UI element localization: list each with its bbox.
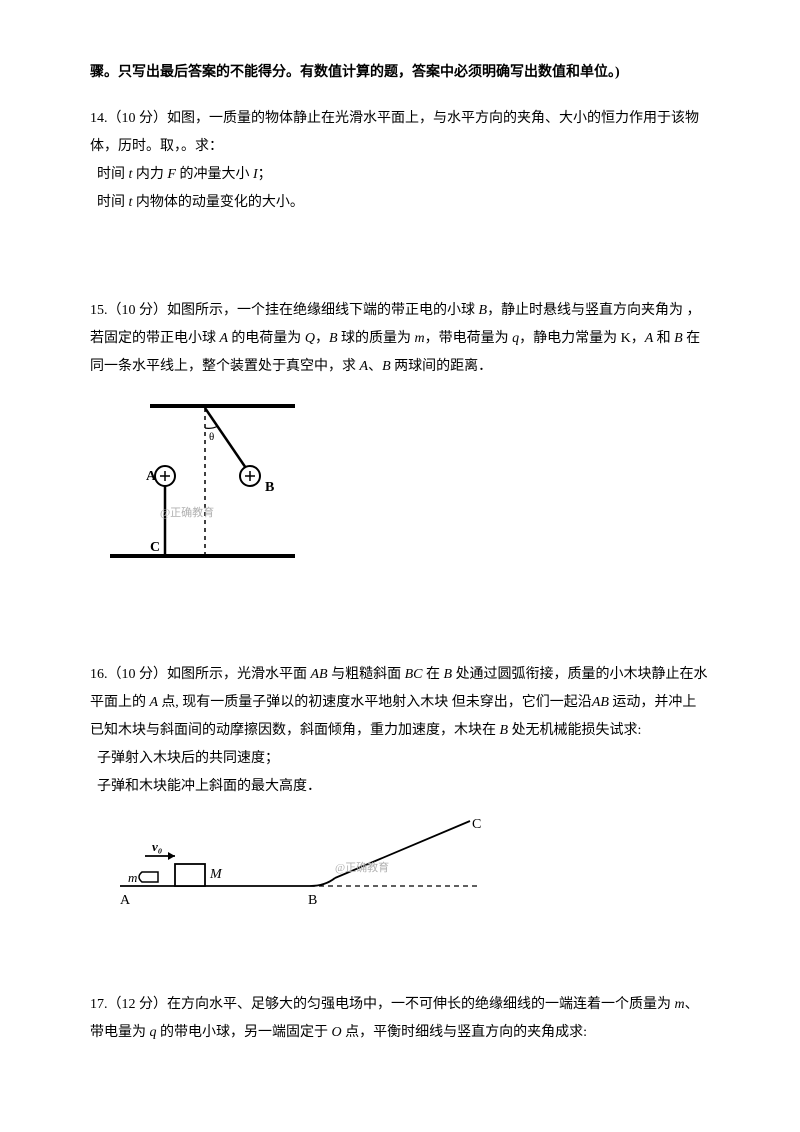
text: 、 [368,359,382,374]
text: ，静电力常量为 K， [519,331,645,346]
text: 点, 现有一质量子弹以的初速度水平地射入木块 但未穿出，它们一起沿 [161,695,592,710]
var-B: B [475,303,487,318]
text: 的冲量大小 [176,167,253,182]
var-A: A [146,695,161,710]
problem-14-sub2: 时间 t 内物体的动量变化的大小。 [90,189,710,217]
text: 时间 [97,167,129,182]
text: 内力 [132,167,167,182]
text: 内物体的动量变化的大小。 [132,195,304,210]
text: 16.（10 分）如图所示，光滑水平面 [90,667,307,682]
var-O: O [328,1025,345,1040]
problem-14: 14.（10 分）如图，一质量的物体静止在光滑水平面上，与水平方向的夹角、大小的… [90,105,710,217]
watermark: @正确教育 [160,505,214,519]
figure-16: M m v₀ A B C @正确教育 [110,816,710,916]
label-B: B [308,893,317,908]
label-v0: v₀ [152,839,162,854]
text: ； [258,167,272,182]
var-A: A [356,359,368,374]
problem-15-main: 15.（10 分）如图所示，一个挂在绝缘细线下端的带正电的小球 B，静止时悬线与… [90,297,710,381]
var-m: m [671,997,685,1012]
problem-17-main: 17.（12 分）在方向水平、足够大的匀强电场中，一不可伸长的绝缘细线的一端连着… [90,991,710,1047]
var-BC: BC [401,667,426,682]
text: 时间 [97,195,129,210]
figure-15-svg: θ A B C @正确教育 [110,396,300,566]
var-A: A [645,331,657,346]
label-m: m [128,870,137,885]
label-C: C [150,540,160,555]
angle-label: θ [209,431,214,443]
section-header: 骤。只写出最后答案的不能得分。有数值计算的题，答案中必须明确写出数值和单位。) [90,60,710,85]
problem-15: 15.（10 分）如图所示，一个挂在绝缘细线下端的带正电的小球 B，静止时悬线与… [90,297,710,381]
text: 的电荷量为 [231,331,301,346]
text: 在 [426,667,440,682]
text: ， [315,331,329,346]
problem-14-sub1: 时间 t 内力 F 的冲量大小 I； [90,161,710,189]
label-C: C [472,817,481,832]
label-M: M [209,867,223,882]
problem-16-sub2: 子弹和木块能冲上斜面的最大高度． [90,773,710,801]
problem-16: 16.（10 分）如图所示，光滑水平面 AB 与粗糙斜面 BC 在 B 处通过圆… [90,661,710,801]
text: 与粗糙斜面 [331,667,401,682]
var-F: F [167,167,176,182]
var-B: B [329,331,341,346]
text: 球的质量为 [341,331,411,346]
var-Q: Q [301,331,315,346]
text: 15.（10 分）如图所示，一个挂在绝缘细线下端的带正电的小球 [90,303,475,318]
var-B: B [496,723,512,738]
var-B: B [440,667,456,682]
figure-16-svg: M m v₀ A B C @正确教育 [110,816,510,916]
text: ，带电荷量为 [425,331,509,346]
text: 17.（12 分）在方向水平、足够大的匀强电场中，一不可伸长的绝缘细线的一端连着… [90,997,671,1012]
problem-17: 17.（12 分）在方向水平、足够大的匀强电场中，一不可伸长的绝缘细线的一端连着… [90,991,710,1047]
var-B: B [382,359,394,374]
text: 的带电小球，另一端固定于 [160,1025,328,1040]
label-A: A [146,469,157,484]
text: 和 [657,331,671,346]
problem-16-main: 16.（10 分）如图所示，光滑水平面 AB 与粗糙斜面 BC 在 B 处通过圆… [90,661,710,745]
text: 两球间的距离． [394,359,492,374]
var-A: A [216,331,231,346]
figure-15: θ A B C @正确教育 [110,396,710,566]
label-A: A [120,893,131,908]
var-AB: AB [307,667,331,682]
var-AB: AB [592,695,613,710]
var-q: q [509,331,520,346]
var-q: q [146,1025,160,1040]
var-B: B [671,331,687,346]
text: 点，平衡时细线与竖直方向的夹角成求: [345,1025,587,1040]
var-m: m [411,331,425,346]
text: 处无机械能损失试求: [512,723,642,738]
problem-14-main: 14.（10 分）如图，一质量的物体静止在光滑水平面上，与水平方向的夹角、大小的… [90,105,710,161]
watermark: @正确教育 [335,860,389,874]
label-B: B [265,480,274,495]
problem-16-sub1: 子弹射入木块后的共同速度； [90,745,710,773]
